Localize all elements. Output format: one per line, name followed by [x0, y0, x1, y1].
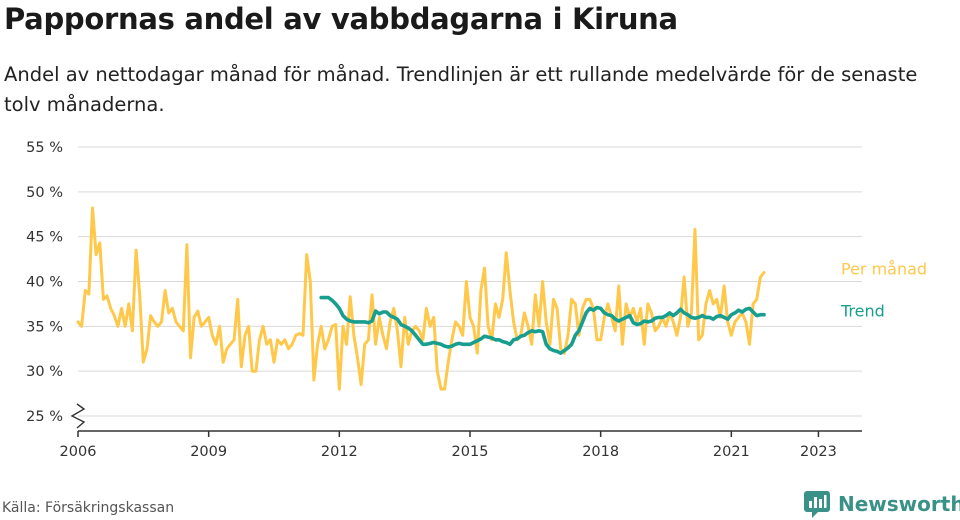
bar-chart-speech-bubble-icon [804, 491, 830, 518]
y-tick-label-50: 50 % [26, 185, 63, 201]
series-lines [76, 206, 766, 391]
y-tick-label-35: 35 % [26, 319, 63, 335]
y-tick-label-25: 25 % [26, 409, 63, 425]
x-tick-label-2015: 2015 [452, 444, 489, 460]
y-tick-label-45: 45 % [26, 230, 63, 246]
x-tick-label-2009: 2009 [190, 444, 227, 460]
x-tick-label-2021: 2021 [713, 444, 750, 460]
legend-label-per-manad: Per månad [841, 260, 927, 279]
series-line-trend [319, 295, 766, 356]
x-tick-label-2006: 2006 [60, 444, 97, 460]
x-tick-label-2018: 2018 [582, 444, 619, 460]
source-note: Källa: Försäkringskassan [2, 500, 175, 516]
brand-name: Newsworthy [838, 492, 960, 516]
series-line-per-manad [76, 206, 766, 391]
x-tick-label-2012: 2012 [321, 444, 358, 460]
brand-logo: Newsworthy [804, 488, 960, 520]
y-tick-label-55: 55 % [26, 140, 63, 156]
y-tick-label-40: 40 % [26, 275, 63, 291]
x-tick-label-2023: 2023 [800, 444, 837, 460]
y-gridlines [78, 146, 862, 417]
axis-break-icon [70, 403, 86, 429]
y-tick-labels: 25 % 30 % 35 % 40 % 45 % 50 % 55 % [26, 140, 86, 429]
page-title: Pappornas andel av vabbdagarna i Kiruna [4, 2, 678, 36]
page-subtitle: Andel av nettodagar månad för månad. Tre… [4, 63, 918, 116]
y-tick-label-30: 30 % [26, 364, 63, 380]
legend-label-trend: Trend [840, 302, 885, 321]
x-axis: 2006 2009 2012 2015 2018 2021 2023 [60, 430, 862, 460]
series-labels: Per månad Trend [840, 260, 927, 321]
